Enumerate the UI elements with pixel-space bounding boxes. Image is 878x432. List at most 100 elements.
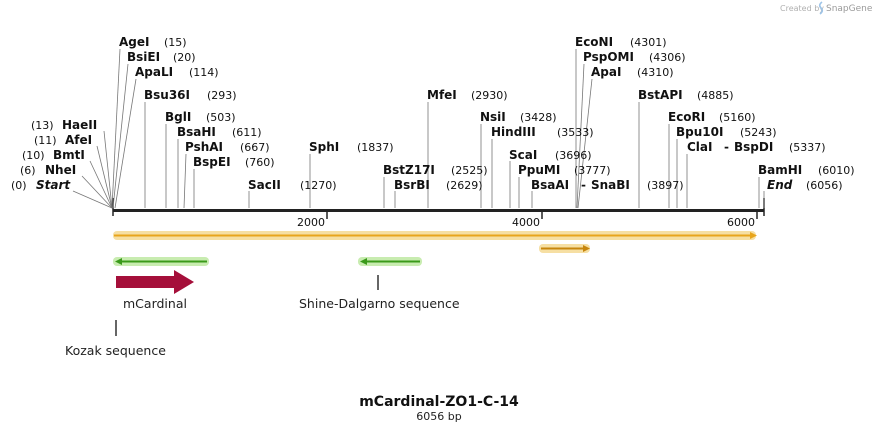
site-name: BspDI xyxy=(734,140,773,154)
site-BamHI[interactable]: BamHI (6010) xyxy=(758,163,855,177)
mcardinal-feature[interactable]: mCardinal xyxy=(116,270,194,311)
site-BsrBI[interactable]: BsrBI (2629) xyxy=(394,178,483,192)
plasmid-title: mCardinal-ZO1-C-14 xyxy=(359,394,519,410)
site-position: (4301) xyxy=(630,36,667,49)
site-name: EcoRI xyxy=(668,110,705,124)
site-Bpu10I[interactable]: Bpu10I (5243) xyxy=(676,125,777,139)
site-NheI[interactable]: (6) NheI xyxy=(20,163,76,177)
site-position: (2525) xyxy=(451,164,488,177)
site-name: SnaBI xyxy=(591,178,630,192)
orf-small-arrow[interactable] xyxy=(539,244,590,253)
site-Start[interactable]: (0) Start xyxy=(11,178,71,192)
site-AgeI[interactable]: AgeI (15) xyxy=(119,35,187,49)
site-position: (10) xyxy=(22,149,45,162)
ruler-tick-2000: 2000 xyxy=(297,212,328,229)
svg-text:-: - xyxy=(581,178,586,192)
kozak-feature[interactable]: Kozak sequence xyxy=(65,320,166,358)
site-position: (6) xyxy=(20,164,36,177)
site-HaeII[interactable]: (13) HaeII xyxy=(31,118,97,132)
site-name: HaeII xyxy=(62,118,97,132)
plasmid-size: 6056 bp xyxy=(416,410,461,423)
mcardinal-label: mCardinal xyxy=(123,296,187,311)
site-position: (5160) xyxy=(719,111,756,124)
site-position: (5243) xyxy=(740,126,777,139)
ruler-tick-4000: 4000 xyxy=(512,212,543,229)
site-BsaAI[interactable]: BsaAI - xyxy=(531,178,586,192)
site-name: BmtI xyxy=(53,148,85,162)
site-name: AfeI xyxy=(65,133,92,147)
site-name: ApaI xyxy=(591,65,621,79)
site-name: BstAPI xyxy=(638,88,683,102)
site-name: BglI xyxy=(165,110,191,124)
site-BmtI[interactable]: (10) BmtI xyxy=(22,148,85,162)
site-position: (2930) xyxy=(471,89,508,102)
site-name: BsaHI xyxy=(177,125,216,139)
site-BspEI[interactable]: BspEI (760) xyxy=(193,155,275,169)
orf-reverse-arrow[interactable] xyxy=(113,257,209,266)
site-BstZ17I[interactable]: BstZ17I (2525) xyxy=(383,163,488,177)
site-ApaLI[interactable]: ApaLI (114) xyxy=(135,65,219,79)
site-position: (3777) xyxy=(574,164,611,177)
site-BglI[interactable]: BglI (503) xyxy=(165,110,236,124)
site-name: AgeI xyxy=(119,35,149,49)
site-ScaI[interactable]: ScaI (3696) xyxy=(509,148,592,162)
site-name: ScaI xyxy=(509,148,537,162)
site-BsiEI[interactable]: BsiEI (20) xyxy=(127,50,196,64)
orf-main-arrow[interactable] xyxy=(113,231,757,240)
site-PshAI[interactable]: PshAI (667) xyxy=(185,140,270,154)
site-position: (503) xyxy=(206,111,236,124)
site-position: (3696) xyxy=(555,149,592,162)
site-position: (13) xyxy=(31,119,54,132)
site-BspDI[interactable]: BspDI (5337) xyxy=(734,140,826,154)
site-position: (15) xyxy=(164,36,187,49)
site-position: (1270) xyxy=(300,179,337,192)
site-position: (760) xyxy=(245,156,275,169)
site-EcoRI[interactable]: EcoRI (5160) xyxy=(668,110,756,124)
snapgene-logo-icon xyxy=(818,1,824,15)
site-AfeI[interactable]: (11) AfeI xyxy=(34,133,92,147)
site-name: End xyxy=(767,178,793,192)
site-End[interactable]: End (6056) xyxy=(767,178,843,192)
site-PspOMI[interactable]: PspOMI (4306) xyxy=(583,50,686,64)
site-position: (667) xyxy=(240,141,270,154)
site-PpuMI[interactable]: PpuMI (3777) xyxy=(518,163,611,177)
site-SnaBI[interactable]: SnaBI (3897) xyxy=(591,178,684,192)
site-position: (611) xyxy=(232,126,262,139)
site-Bsu36I[interactable]: Bsu36I (293) xyxy=(144,88,237,102)
site-name: BspEI xyxy=(193,155,231,169)
site-SphI[interactable]: SphI (1837) xyxy=(309,140,394,154)
site-BstAPI[interactable]: BstAPI (4885) xyxy=(638,88,734,102)
site-SacII[interactable]: SacII (1270) xyxy=(248,178,337,192)
site-name: ClaI xyxy=(687,140,712,154)
site-HindIII[interactable]: HindIII (3533) xyxy=(491,125,594,139)
site-name: NheI xyxy=(45,163,76,177)
site-NsiI[interactable]: NsiI (3428) xyxy=(480,110,557,124)
site-name: PpuMI xyxy=(518,163,560,177)
site-EcoNI[interactable]: EcoNI (4301) xyxy=(575,35,667,49)
svg-text:-: - xyxy=(724,140,729,154)
site-MfeI[interactable]: MfeI (2930) xyxy=(427,88,508,102)
site-position: (3428) xyxy=(520,111,557,124)
dna-backbone[interactable] xyxy=(113,209,764,212)
ruler-label: 4000 xyxy=(512,216,540,229)
site-position: (293) xyxy=(207,89,237,102)
credit-prefix: Created by xyxy=(780,4,824,13)
site-position: (4885) xyxy=(697,89,734,102)
site-position: (5337) xyxy=(789,141,826,154)
orf-reverse-arrow[interactable] xyxy=(358,257,422,266)
site-position: (4310) xyxy=(637,66,674,79)
site-name: SphI xyxy=(309,140,339,154)
site-name: BsrBI xyxy=(394,178,430,192)
site-position: (2629) xyxy=(446,179,483,192)
site-name: PshAI xyxy=(185,140,223,154)
site-name: PspOMI xyxy=(583,50,634,64)
ruler-label: 6000 xyxy=(727,216,755,229)
site-name: BsiEI xyxy=(127,50,160,64)
site-name: MfeI xyxy=(427,88,457,102)
site-BsaHI[interactable]: BsaHI (611) xyxy=(177,125,262,139)
shine-dalgarno-feature[interactable]: Shine-Dalgarno sequence xyxy=(299,275,460,311)
site-position: (4306) xyxy=(649,51,686,64)
site-ClaI[interactable]: ClaI - xyxy=(687,140,729,154)
site-ApaI[interactable]: ApaI (4310) xyxy=(591,65,674,79)
